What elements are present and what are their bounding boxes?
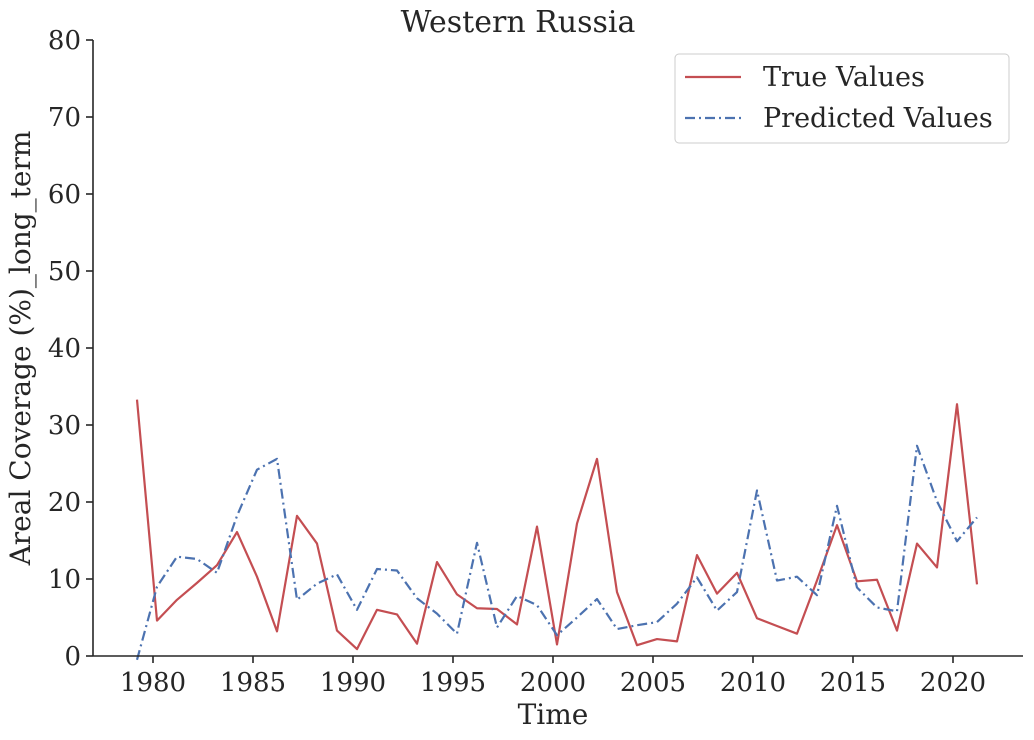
y-tick-label: 40	[48, 334, 81, 364]
legend-box	[674, 53, 1010, 144]
x-tick-label: 2010	[720, 668, 786, 698]
series-line-predicted-values	[135, 444, 978, 661]
series-layer	[135, 399, 979, 661]
x-tick-label: 2015	[820, 668, 886, 698]
y-tick-label: 60	[48, 180, 81, 210]
y-axis-label: Areal Coverage (%)_long_term	[4, 131, 37, 567]
y-tick-label: 20	[48, 488, 81, 518]
x-tick-label: 1985	[220, 668, 286, 698]
y-tick-label: 0	[64, 642, 81, 672]
legend-label: True Values	[763, 62, 925, 93]
legend-label: Predicted Values	[763, 103, 993, 134]
series-line-true-values	[135, 399, 979, 651]
y-axis-ticks: 0 10 20 30 40 50 60 70 80	[48, 26, 93, 672]
y-tick-label: 80	[48, 26, 81, 56]
legend: True Values Predicted Values	[674, 53, 1010, 144]
y-tick-label: 10	[48, 565, 81, 595]
y-tick-label: 50	[48, 257, 81, 287]
x-tick-label: 2000	[520, 668, 586, 698]
chart-title: Western Russia	[401, 5, 636, 40]
x-tick-label: 2005	[620, 668, 686, 698]
x-tick-label: 1995	[420, 668, 486, 698]
x-axis-ticks: 1980 1985 1990 1995 2000 2005 2010 2015 2020	[120, 656, 986, 698]
y-tick-label: 70	[48, 103, 81, 133]
x-tick-label: 1990	[320, 668, 386, 698]
y-tick-label: 30	[48, 411, 81, 441]
x-tick-label: 1980	[120, 668, 186, 698]
x-axis-label: Time	[518, 698, 589, 731]
x-tick-label: 2020	[920, 668, 986, 698]
